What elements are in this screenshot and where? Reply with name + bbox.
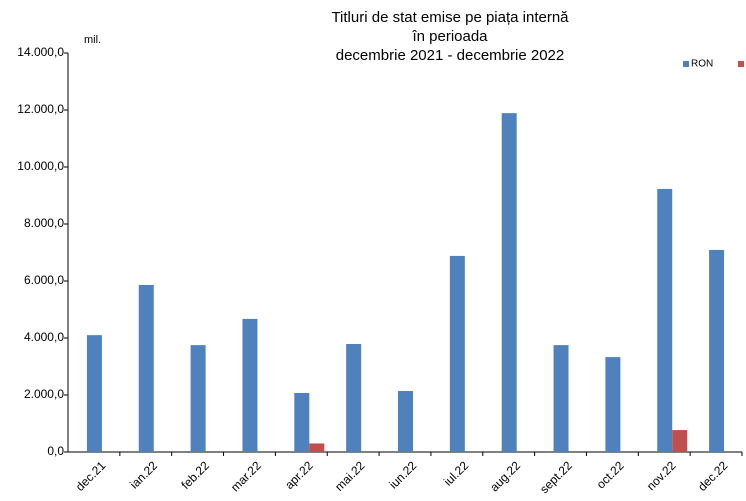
bar <box>242 318 258 452</box>
legend-label: RON <box>691 59 713 70</box>
bar <box>501 113 517 452</box>
chart-title: în perioada <box>411 28 488 45</box>
y-tick-label: 8.000,0 <box>24 216 64 230</box>
x-tick-label: mar.22 <box>228 458 264 494</box>
x-tick-label: mai.22 <box>332 458 368 494</box>
bar <box>86 335 102 452</box>
chart-title: decembrie 2021 - decembrie 2022 <box>336 47 564 64</box>
bar <box>449 255 465 452</box>
x-tick-label: aug.22 <box>487 458 523 494</box>
x-tick-label: dec.22 <box>695 458 731 494</box>
bar <box>294 393 310 452</box>
bar <box>709 249 725 452</box>
legend-swatch <box>738 61 744 67</box>
y-unit: mil. <box>84 34 101 46</box>
y-tick-label: 4.000,0 <box>24 330 64 344</box>
legend-swatch <box>683 61 689 67</box>
y-tick-label: 12.000,0 <box>17 102 64 116</box>
y-tick-label: 2.000,0 <box>24 387 64 401</box>
bar <box>346 343 362 452</box>
x-tick-label: feb.22 <box>178 458 212 492</box>
x-tick-label: iun.22 <box>386 458 419 491</box>
x-tick-label: apr.22 <box>282 458 316 492</box>
bar <box>309 443 325 452</box>
y-tick-label: 14.000,0 <box>17 45 64 59</box>
y-tick-label: 10.000,0 <box>17 159 64 173</box>
bar <box>672 430 688 452</box>
x-tick-label: ian.22 <box>127 458 160 491</box>
bar <box>190 345 206 452</box>
x-tick-label: dec.21 <box>73 458 109 494</box>
bar <box>138 284 154 452</box>
y-tick-label: 0,0 <box>47 444 64 458</box>
y-tick-label: 6.000,0 <box>24 273 64 287</box>
bar <box>398 391 413 452</box>
chart-title: Titluri de stat emise pe piața internă <box>331 9 569 26</box>
bar <box>553 345 569 452</box>
x-tick-label: sept.22 <box>537 458 575 496</box>
bar <box>605 357 621 452</box>
x-tick-label: nov.22 <box>644 458 679 493</box>
bar <box>657 188 673 452</box>
x-tick-label: iul.22 <box>441 458 471 488</box>
x-tick-label: oct.22 <box>594 458 627 491</box>
